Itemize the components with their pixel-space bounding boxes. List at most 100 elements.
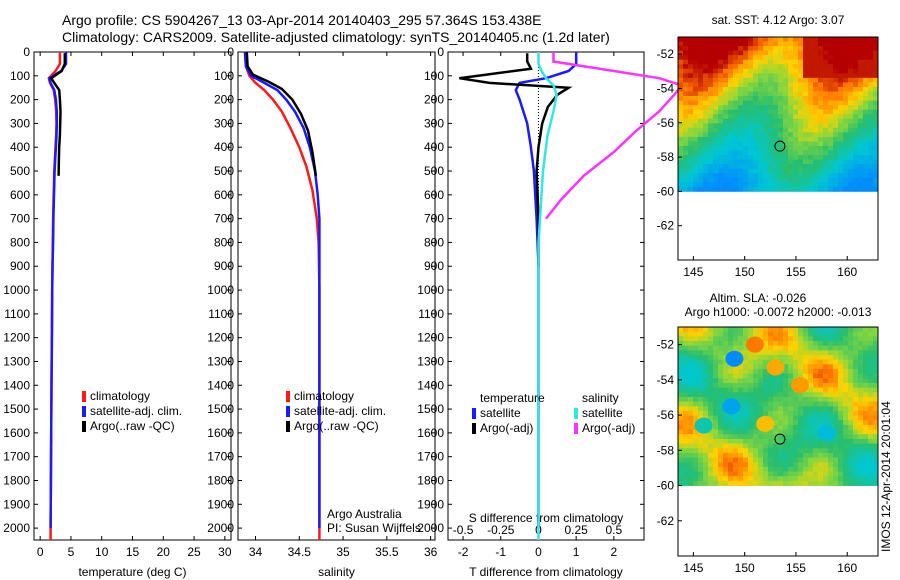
legend-swatch <box>286 391 290 402</box>
map-cell <box>823 364 829 370</box>
map-cell <box>778 100 784 106</box>
legend-title: salinity <box>582 391 619 405</box>
map-cell <box>733 457 739 463</box>
map-cell <box>738 100 744 106</box>
map-cell <box>763 378 769 384</box>
map-cell <box>873 457 879 463</box>
y-tick-label: -54 <box>657 373 675 387</box>
map-cell <box>838 401 844 407</box>
map-cell <box>818 55 824 61</box>
map-cell <box>743 114 749 120</box>
map-cell <box>728 86 734 92</box>
y-tick-label: 2000 <box>417 521 444 535</box>
legend-entry: climatology <box>294 389 354 403</box>
map-cell <box>848 145 854 151</box>
map-cell <box>868 159 874 165</box>
map-cell <box>708 364 714 370</box>
map-cell <box>848 96 854 101</box>
map-cell <box>698 350 704 356</box>
map-cell <box>733 443 739 449</box>
map-cell <box>833 350 839 356</box>
map-cell <box>848 159 854 165</box>
map-cell <box>738 46 744 52</box>
map-cell <box>793 173 799 179</box>
map-cell <box>858 41 864 47</box>
map-cell <box>863 64 869 70</box>
map-cell <box>738 50 744 56</box>
map-cell <box>703 476 709 482</box>
map-cell <box>683 480 689 486</box>
map-cell <box>698 155 704 160</box>
map-cell <box>848 37 854 42</box>
map-cell <box>718 68 724 74</box>
map-cell <box>718 159 724 165</box>
y-tick-label: 1200 <box>417 331 444 345</box>
y-tick-label: 2000 <box>207 521 234 535</box>
map-cell <box>768 462 774 468</box>
map-cell <box>833 476 839 482</box>
map-cell <box>848 350 854 356</box>
map-cell <box>758 457 764 463</box>
legend-entry: Argo(..raw -QC) <box>294 419 379 433</box>
figure-title-line-2: Climatology: CARS2009. Satellite-adjuste… <box>62 29 610 45</box>
map-cell <box>848 182 854 188</box>
map-cell <box>813 345 819 351</box>
map-cell <box>858 434 864 440</box>
map-cell <box>688 396 694 402</box>
map-cell <box>858 392 864 398</box>
map-cell <box>863 168 869 174</box>
map-cell <box>843 109 849 115</box>
map-cell <box>763 37 769 42</box>
map-cell <box>688 118 694 124</box>
map-cell <box>698 354 704 361</box>
map-cell <box>808 41 814 47</box>
map-cell <box>873 186 879 192</box>
map-cell <box>688 392 694 398</box>
map-cell <box>683 327 689 333</box>
map-cell <box>843 354 849 361</box>
map-cell <box>818 336 824 342</box>
map-cell <box>693 73 699 79</box>
map-cell <box>698 368 704 375</box>
map-cell <box>708 155 714 160</box>
map-cell <box>738 410 744 416</box>
map-cell <box>753 452 759 458</box>
map-cell <box>788 424 794 430</box>
map-cell <box>823 96 829 101</box>
map-cell <box>723 368 729 375</box>
map-cell <box>698 41 704 47</box>
map-cell <box>863 105 869 111</box>
map-cell <box>778 429 784 435</box>
map-cell <box>798 177 804 183</box>
map-cell <box>743 155 749 160</box>
map-cell <box>698 373 704 379</box>
map-cell <box>873 159 879 165</box>
map-cell <box>773 46 779 52</box>
map-cell <box>778 438 784 444</box>
map-cell <box>858 382 864 389</box>
x-tick-label: 145 <box>683 265 703 279</box>
map-cell <box>768 336 774 342</box>
map-cell <box>713 457 719 463</box>
map-cell <box>803 118 809 124</box>
map-cell <box>718 471 724 477</box>
map-cell <box>848 340 854 347</box>
y-tick-label: 1600 <box>417 426 444 440</box>
map-cell <box>718 429 724 435</box>
map-cell <box>748 364 754 370</box>
map-cell <box>868 345 874 351</box>
map-cell <box>863 378 869 384</box>
map-cell <box>773 420 779 426</box>
map-cell <box>823 173 829 179</box>
map-cell <box>798 50 804 56</box>
map-cell <box>813 457 819 463</box>
map-cell <box>858 91 864 97</box>
map-cell <box>793 443 799 449</box>
map-cell <box>783 145 789 151</box>
map-cell <box>778 443 784 449</box>
map-cell <box>778 182 784 188</box>
map-cell <box>873 345 879 351</box>
map-cell <box>863 438 869 444</box>
map-cell <box>808 396 814 402</box>
map-cell <box>733 364 739 370</box>
